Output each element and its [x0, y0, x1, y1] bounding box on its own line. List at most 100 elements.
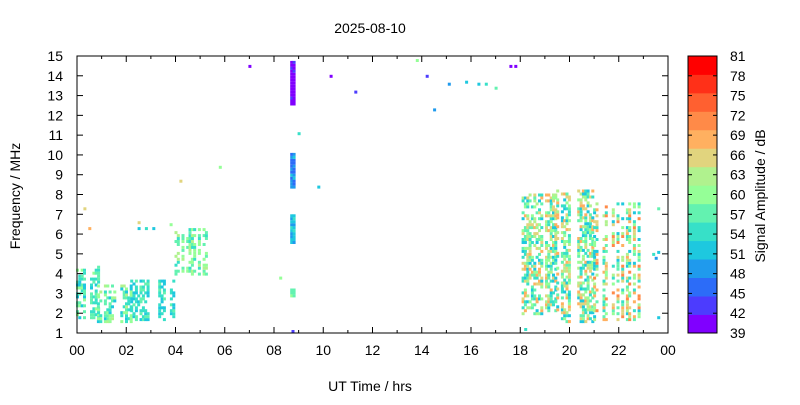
data-cell — [584, 237, 588, 240]
data-cell — [621, 270, 625, 274]
data-cell — [584, 231, 588, 235]
data-cell — [632, 205, 636, 209]
data-cell — [563, 240, 567, 243]
data-cell — [120, 284, 124, 288]
data-cell — [586, 225, 590, 229]
data-cell — [533, 276, 537, 280]
data-cell — [528, 241, 532, 244]
data-cell — [584, 263, 588, 267]
data-cell — [94, 277, 98, 281]
data-cell — [621, 312, 625, 316]
data-cell — [586, 314, 590, 318]
data-cell — [584, 198, 588, 202]
data-cell — [584, 251, 588, 255]
data-cell — [197, 243, 201, 246]
data-cell — [528, 267, 532, 271]
data-cell — [290, 96, 294, 100]
x-tick-label: 00 — [660, 342, 676, 358]
data-cell — [290, 75, 294, 79]
data-cell — [552, 241, 555, 244]
data-cell — [554, 244, 558, 247]
data-cell — [586, 210, 590, 214]
data-cell — [565, 216, 569, 220]
data-cell — [83, 298, 86, 302]
data-cell — [547, 199, 551, 203]
data-cell — [190, 234, 194, 238]
data-cell — [552, 249, 555, 253]
data-cell — [591, 245, 595, 249]
data-cell — [632, 264, 636, 268]
data-cell — [202, 272, 206, 276]
data-cell — [292, 75, 296, 79]
data-cell — [528, 199, 532, 203]
data-cell — [616, 238, 620, 241]
data-cell — [552, 246, 555, 250]
data-cell — [92, 307, 96, 311]
x-tick-label: 10 — [315, 342, 331, 358]
data-cell — [584, 189, 588, 193]
data-cell — [602, 288, 606, 292]
data-cell — [577, 243, 581, 246]
data-cell — [581, 317, 585, 321]
data-cell — [141, 309, 145, 313]
data-cell — [290, 238, 294, 241]
data-cell — [549, 255, 553, 259]
data-cell — [593, 249, 597, 253]
data-cell — [290, 223, 294, 227]
data-cell — [602, 261, 606, 265]
data-cell — [538, 199, 541, 203]
data-cell — [579, 296, 583, 300]
data-cell — [604, 223, 608, 227]
data-cell — [202, 263, 206, 267]
data-cell — [577, 275, 581, 279]
data-cell — [604, 282, 608, 286]
data-cell — [584, 216, 588, 220]
data-cell — [581, 189, 585, 193]
data-cell — [604, 205, 608, 209]
data-cell — [560, 317, 564, 321]
data-point — [657, 316, 661, 320]
data-cell — [586, 231, 590, 235]
data-cell — [579, 248, 583, 252]
data-cell — [567, 207, 571, 211]
data-cell — [549, 261, 553, 265]
data-cell — [556, 225, 560, 229]
data-cell — [533, 193, 537, 197]
data-cell — [111, 299, 114, 303]
data-cell — [549, 238, 553, 241]
data-cell — [108, 311, 112, 315]
data-cell — [565, 207, 569, 211]
data-cell — [628, 261, 632, 265]
data-cell — [584, 219, 588, 223]
data-cell — [547, 211, 551, 215]
data-cell — [563, 266, 567, 270]
data-cell — [521, 246, 525, 250]
data-cell — [552, 226, 555, 230]
data-cell — [595, 226, 599, 230]
data-cell — [523, 205, 527, 209]
data-cell — [528, 220, 532, 224]
data-cell — [190, 272, 194, 276]
data-cell — [190, 245, 194, 249]
data-cell — [584, 260, 588, 264]
data-cell — [628, 318, 632, 322]
data-cell — [591, 305, 595, 309]
data-cell — [83, 295, 86, 299]
data-cell — [96, 293, 100, 297]
data-cell — [547, 249, 551, 253]
data-point — [137, 221, 141, 225]
data-cell — [632, 276, 636, 280]
data-cell — [290, 294, 294, 298]
data-cell — [538, 279, 541, 283]
data-cell — [628, 202, 632, 206]
data-cell — [552, 258, 555, 262]
data-cell — [556, 210, 560, 214]
data-cell — [549, 196, 553, 200]
data-cell — [122, 296, 126, 300]
data-cell — [94, 301, 98, 305]
data-cell — [144, 300, 148, 304]
data-cell — [530, 303, 534, 307]
plot-frame: 00 02 04 06 08 10 12 14 16 18 20 22 0012345678910111… — [47, 48, 676, 358]
data-cell — [202, 228, 206, 232]
data-cell — [290, 235, 294, 239]
